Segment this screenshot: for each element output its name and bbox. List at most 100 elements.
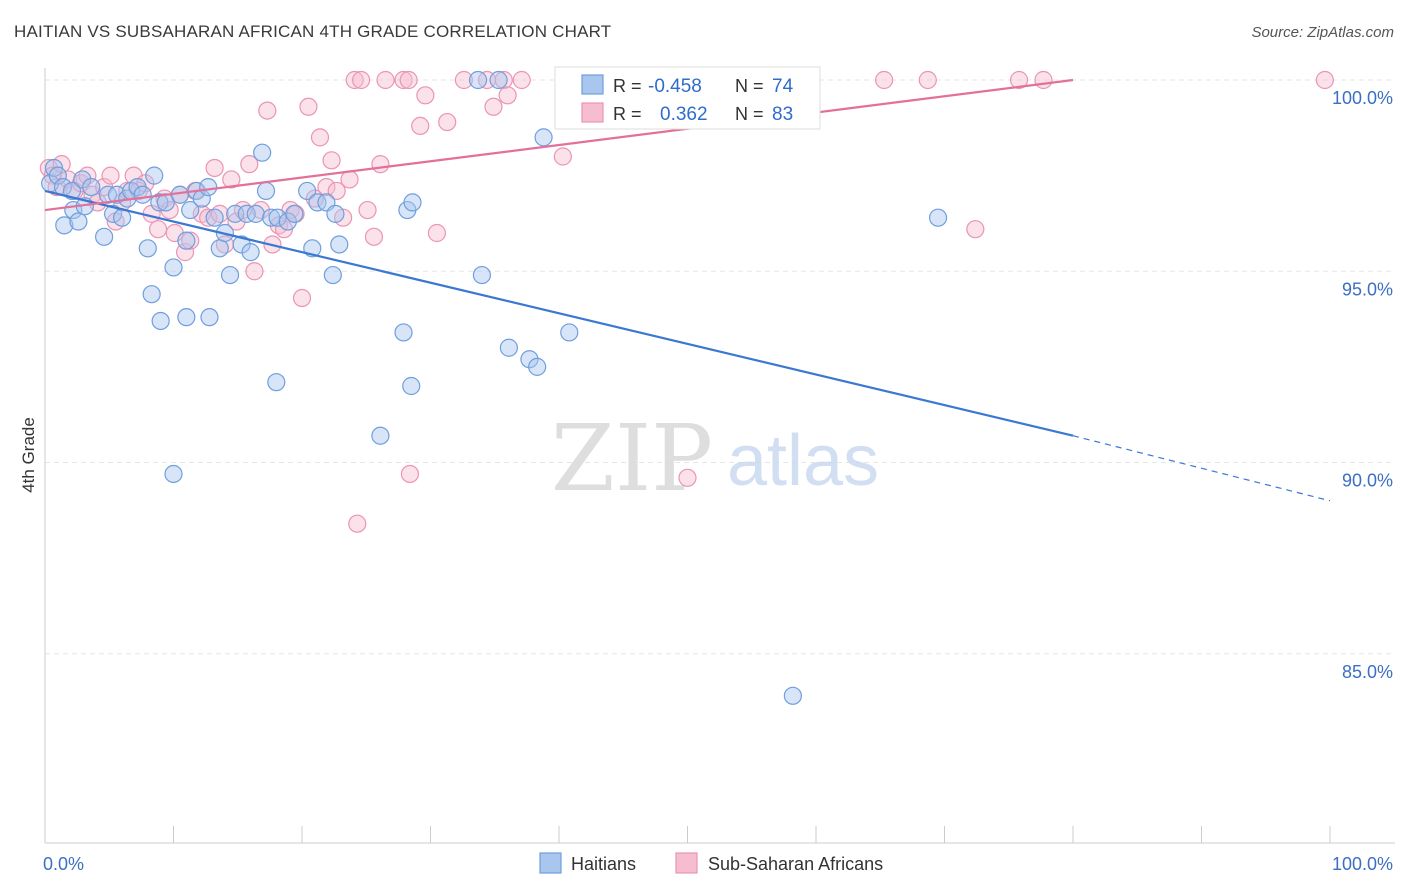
data-point — [340, 170, 359, 189]
data-point — [400, 464, 420, 484]
data-point — [352, 70, 371, 90]
legend-r-label-1: R = — [613, 76, 642, 96]
data-point — [177, 308, 196, 327]
data-point — [427, 223, 447, 243]
data-point — [489, 70, 508, 90]
data-point — [175, 243, 195, 262]
data-point — [200, 308, 219, 327]
data-point — [177, 231, 196, 250]
y-tick-label: 85.0% — [1342, 662, 1393, 682]
data-point — [298, 181, 317, 201]
legend-r-value-2: 0.362 — [660, 104, 708, 125]
data-point — [472, 265, 491, 285]
data-point — [148, 220, 168, 239]
data-point — [267, 373, 286, 392]
legend-n-value-1: 74 — [772, 76, 794, 97]
trend-lines — [44, 78, 1331, 502]
data-point — [783, 686, 802, 705]
data-point — [928, 208, 948, 227]
data-point — [317, 178, 336, 197]
data-point — [69, 212, 88, 231]
y-tick-labels: 85.0% 90.0% 95.0% 100.0% — [1332, 88, 1393, 682]
data-point — [220, 265, 240, 285]
data-point — [199, 208, 218, 227]
trend-line-sub-saharan — [44, 78, 1074, 212]
data-point — [241, 243, 260, 262]
data-point — [164, 258, 183, 277]
data-point — [181, 231, 200, 250]
data-point — [138, 239, 157, 258]
data-point — [358, 200, 377, 220]
data-point — [394, 323, 413, 342]
data-point — [246, 204, 265, 223]
data-point — [875, 70, 894, 90]
legend-n-label-2: N = — [735, 104, 764, 124]
legend-r-value-1: -0.458 — [648, 76, 702, 97]
data-point — [258, 101, 277, 120]
data-point — [468, 70, 488, 90]
data-point — [484, 97, 503, 116]
data-point — [310, 128, 330, 147]
data-point — [181, 200, 200, 220]
data-point — [330, 235, 349, 254]
data-point — [151, 311, 170, 331]
data-point — [82, 178, 101, 197]
legend-bottom-label-haitians: Haitians — [571, 854, 636, 874]
data-point — [210, 239, 229, 258]
data-point — [918, 70, 937, 90]
data-point — [364, 227, 384, 246]
data-point — [48, 166, 67, 185]
data-point — [227, 212, 246, 231]
y-tick-label: 95.0% — [1342, 279, 1393, 299]
series-legend: Haitians Sub-Saharan Africans — [539, 852, 883, 874]
axes — [44, 68, 1395, 844]
data-point — [399, 70, 418, 90]
data-point — [454, 70, 474, 90]
data-point — [512, 70, 531, 90]
data-point — [348, 514, 367, 533]
watermark: ZIP atlas — [551, 405, 879, 512]
data-point — [403, 193, 422, 212]
legend-swatch-pink — [581, 102, 604, 123]
data-point — [101, 166, 120, 185]
series-haitians — [41, 70, 948, 705]
data-point — [133, 185, 152, 204]
x-tick-labels: 0.0% 100.0% — [43, 854, 1393, 874]
data-point — [499, 338, 518, 357]
data-point — [327, 181, 346, 201]
x-tick-label: 100.0% — [1332, 854, 1393, 874]
data-point — [299, 97, 318, 116]
data-point — [253, 143, 272, 162]
data-point — [371, 426, 390, 445]
data-point — [411, 116, 430, 136]
data-point — [104, 204, 123, 223]
trend-line-haitians-extension — [1072, 435, 1331, 502]
data-point — [55, 216, 74, 235]
y-tick-label: 90.0% — [1342, 471, 1393, 491]
data-point — [142, 285, 161, 304]
data-point — [438, 112, 457, 132]
data-point — [240, 155, 259, 174]
data-point — [560, 323, 579, 342]
data-point — [534, 128, 553, 147]
data-point — [323, 265, 342, 285]
data-point — [498, 86, 517, 105]
data-point — [164, 464, 183, 484]
data-point — [199, 178, 218, 197]
stats-legend: R = -0.458 N = 74 R = 0.362 N = 83 — [554, 66, 821, 130]
data-point — [402, 376, 421, 396]
legend-r-label-2: R = — [613, 104, 642, 124]
legend-bottom-label-sub-saharan: Sub-Saharan Africans — [708, 854, 883, 874]
data-point — [107, 185, 127, 204]
watermark-zip: ZIP — [551, 405, 713, 512]
gridlines — [45, 79, 1395, 655]
data-point — [345, 70, 364, 90]
legend-n-label-1: N = — [735, 76, 764, 96]
data-point — [62, 181, 82, 201]
data-point — [394, 70, 413, 90]
data-point — [205, 208, 224, 227]
watermark-atlas: atlas — [727, 421, 879, 501]
data-point — [222, 170, 241, 189]
data-point — [376, 70, 395, 90]
